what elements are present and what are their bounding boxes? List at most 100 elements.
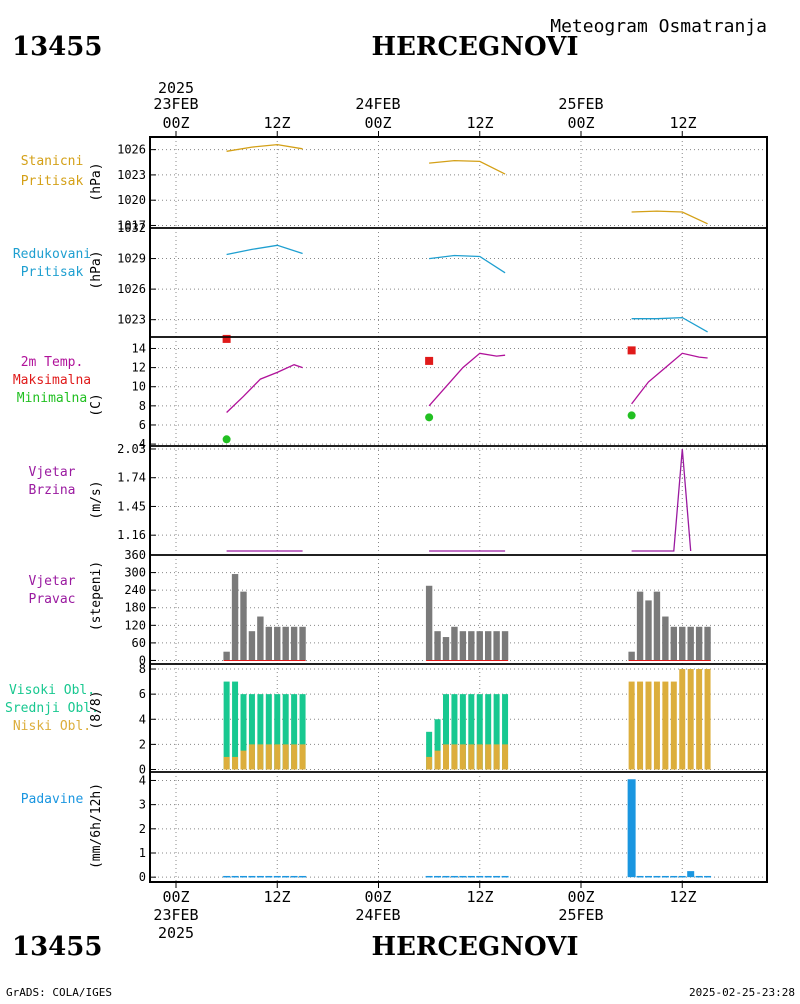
panel-label: Niski Obl.	[13, 719, 91, 734]
precip-bar	[299, 875, 307, 878]
y-tick-label: 1.16	[117, 528, 146, 542]
low-cloud-bar	[645, 681, 652, 770]
bottom-tick-label: 00Z	[364, 888, 391, 906]
y-tick-label: 360	[124, 548, 146, 562]
high-cloud-bar	[257, 694, 264, 770]
panel-label: Brzina	[29, 483, 76, 498]
low-cloud-bar	[670, 681, 677, 770]
wind-direction-bar	[653, 591, 661, 661]
wind-direction-bar	[670, 626, 678, 661]
high-cloud-bar	[248, 694, 255, 770]
wind-direction-bar	[476, 631, 483, 661]
low-cloud-bar	[282, 744, 289, 770]
outer-frame	[149, 136, 768, 883]
top-date-label: 25FEB	[558, 95, 603, 113]
low-cloud-bar	[679, 669, 686, 770]
y-tick-label: 120	[124, 618, 146, 632]
panel-label: Pritisak	[21, 174, 84, 189]
y-tick-label: 4	[139, 437, 146, 451]
low-cloud-bar	[299, 744, 306, 770]
precip-bar	[661, 875, 669, 878]
precip-bar	[636, 875, 644, 878]
low-cloud-bar	[223, 756, 230, 770]
y-tick-label: 2.03	[117, 442, 146, 456]
y-tick-label: 1026	[117, 143, 146, 157]
high-cloud-bar	[274, 694, 281, 770]
tmin-marker	[425, 413, 434, 422]
wind-direction-bar	[695, 626, 703, 661]
bottom-tick-label: 12Z	[466, 888, 493, 906]
top-tick-label: 00Z	[162, 114, 189, 132]
precip-bar	[678, 875, 686, 878]
wind-direction-bar	[299, 626, 306, 661]
panel-label: Redukovani	[13, 247, 91, 262]
bottom-year-label: 2025	[158, 924, 194, 942]
y-tick-label: 4	[139, 712, 146, 726]
precip-bar	[476, 875, 484, 878]
bottom-tick-label: 00Z	[162, 888, 189, 906]
high-cloud-bar	[493, 694, 500, 770]
precip-bar	[273, 875, 281, 878]
y-axis-label: (mm/6h/12h)	[89, 783, 104, 869]
panel-label: Pravac	[29, 592, 76, 607]
low-cloud-bar	[653, 681, 660, 770]
y-tick-label: 4	[139, 773, 146, 787]
panel-label: Visoki Obl.	[9, 683, 95, 698]
top-tick-label: 00Z	[567, 114, 594, 132]
y-tick-label: 12	[132, 361, 146, 375]
y-tick-label: 1.74	[117, 471, 146, 485]
panel-label: Vjetar	[29, 574, 76, 589]
wind-direction-bar	[704, 626, 711, 661]
high-cloud-bar	[434, 719, 441, 770]
wind-direction-bar	[628, 651, 635, 661]
precip-bar	[627, 779, 636, 878]
wind-direction-bar	[501, 631, 509, 661]
precip-bar	[240, 875, 247, 878]
top-year-label: 2025	[158, 79, 194, 97]
wind-direction-bar	[240, 591, 247, 661]
precip-bar	[695, 875, 703, 878]
wind-direction-bar	[645, 600, 652, 661]
y-tick-label: 1	[139, 846, 146, 860]
precip-bar	[282, 875, 290, 878]
y-tick-label: 1029	[117, 252, 146, 266]
y-tick-label: 0	[139, 762, 146, 776]
precip-bar	[248, 875, 256, 878]
wind-direction-bar	[493, 631, 500, 661]
precip-bar	[670, 875, 678, 878]
station_pressure-line	[429, 159, 506, 175]
high-cloud-bar	[468, 694, 475, 770]
panel-label: Minimalna	[17, 391, 87, 406]
y-axis-label: (8/8)	[89, 690, 104, 729]
low-cloud-bar	[468, 744, 475, 770]
wind-direction-bar	[223, 651, 230, 661]
precip-bar	[687, 871, 695, 878]
y-tick-label: 1026	[117, 282, 146, 296]
low-cloud-bar	[493, 744, 500, 770]
y-tick-label: 8	[139, 399, 146, 413]
y-axis-label: (hPa)	[89, 250, 104, 289]
high-cloud-bar	[223, 681, 230, 770]
y-axis-label: (hPa)	[89, 162, 104, 201]
low-cloud-bar	[459, 744, 466, 770]
low-cloud-bar	[485, 744, 492, 770]
reduced_pressure-line	[429, 254, 506, 274]
bottom-date-label: 24FEB	[355, 906, 400, 924]
wind-direction-bar	[636, 591, 644, 661]
low-cloud-bar	[696, 669, 703, 770]
y-axis-label: (m/s)	[89, 480, 104, 519]
top-tick-label: 00Z	[364, 114, 391, 132]
low-cloud-bar	[502, 744, 509, 770]
low-cloud-bar	[476, 744, 483, 770]
timestamp-text: 2025-02-25-23:28	[689, 986, 795, 999]
y-tick-label: 180	[124, 601, 146, 615]
bottom-tick-label: 12Z	[669, 888, 696, 906]
y-tick-label: 14	[132, 341, 146, 355]
low-cloud-bar	[291, 744, 298, 770]
wind-direction-bar	[265, 626, 273, 661]
y-tick-label: 6	[139, 687, 146, 701]
high-cloud-bar	[265, 694, 272, 770]
low-cloud-bar	[265, 744, 272, 770]
